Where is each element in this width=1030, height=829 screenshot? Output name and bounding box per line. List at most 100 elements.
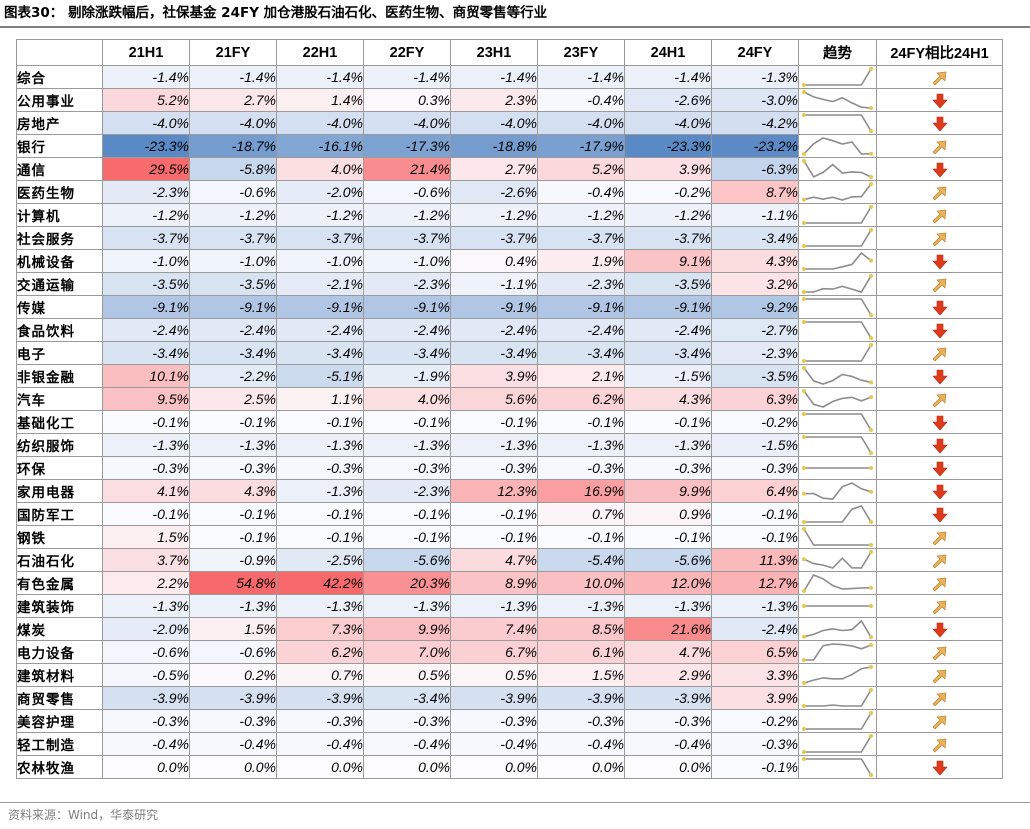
value-cell: -3.5% bbox=[711, 364, 799, 388]
trend-line bbox=[803, 574, 872, 592]
value-cell: -3.9% bbox=[189, 686, 277, 710]
trend-marker bbox=[869, 550, 873, 554]
trend-marker bbox=[869, 228, 873, 232]
value-cell: -5.6% bbox=[624, 548, 712, 572]
value-cell: -0.3% bbox=[189, 456, 277, 480]
trend-sparkline bbox=[798, 111, 877, 135]
trend-marker bbox=[802, 527, 806, 531]
trend-line bbox=[803, 619, 872, 638]
trend-sparkline bbox=[798, 180, 877, 204]
value-cell: -9.1% bbox=[363, 295, 451, 319]
header-period: 23H1 bbox=[450, 39, 538, 66]
trend-sparkline bbox=[798, 456, 877, 480]
value-cell: -4.0% bbox=[450, 111, 538, 135]
value-cell: 8.7% bbox=[711, 180, 799, 204]
value-cell: -0.4% bbox=[363, 732, 451, 756]
value-cell: -3.4% bbox=[537, 341, 625, 365]
table-row: 公用事业 5.2% 2.7% 1.4% 0.3% 2.3% -0.4% -2.6% -3.0% bbox=[16, 88, 1003, 112]
value-cell: -0.3% bbox=[624, 456, 712, 480]
trend-sparkline bbox=[798, 640, 877, 664]
value-cell: -0.6% bbox=[363, 180, 451, 204]
value-cell: 0.9% bbox=[624, 502, 712, 526]
figure-title: 图表30： 剔除涨跌幅后，社保基金 24FY 加仓港股石油石化、医药生物、商贸零… bbox=[4, 5, 548, 21]
arrow-down-icon bbox=[876, 410, 1003, 434]
trend-line bbox=[804, 505, 872, 523]
value-cell: 2.2% bbox=[102, 571, 190, 595]
trend-marker bbox=[802, 113, 806, 117]
value-cell: -0.1% bbox=[102, 410, 190, 434]
value-cell: 0.0% bbox=[363, 755, 451, 779]
value-cell: -17.9% bbox=[537, 134, 625, 158]
arrow-up-icon bbox=[876, 341, 1003, 365]
trend-sparkline bbox=[798, 502, 877, 526]
trend-marker bbox=[869, 182, 873, 186]
trend-line bbox=[804, 689, 872, 707]
industry-label: 家用电器 bbox=[16, 479, 103, 503]
table-row: 非银金融 10.1% -2.2% -5.1% -1.9% 3.9% 2.1% -1.5% -3.… bbox=[16, 364, 1003, 388]
value-cell: 9.9% bbox=[624, 479, 712, 503]
value-cell: -2.0% bbox=[102, 617, 190, 641]
industry-label: 传媒 bbox=[16, 295, 103, 319]
value-cell: -0.9% bbox=[189, 548, 277, 572]
industry-label: 国防军工 bbox=[16, 502, 103, 526]
industry-label: 纺织服饰 bbox=[16, 433, 103, 457]
value-cell: 3.9% bbox=[624, 157, 712, 181]
trend-line bbox=[804, 735, 872, 753]
value-cell: -2.0% bbox=[276, 180, 364, 204]
value-cell: -0.1% bbox=[624, 525, 712, 549]
trend-marker bbox=[869, 466, 873, 470]
value-cell: -0.2% bbox=[624, 180, 712, 204]
trend-marker bbox=[802, 267, 806, 271]
value-cell: 4.3% bbox=[189, 479, 277, 503]
value-cell: 2.7% bbox=[450, 157, 538, 181]
trend-marker bbox=[802, 750, 806, 754]
value-cell: -0.1% bbox=[711, 755, 799, 779]
value-cell: -2.3% bbox=[537, 272, 625, 296]
value-cell: 2.5% bbox=[189, 387, 277, 411]
industry-label: 环保 bbox=[16, 456, 103, 480]
trend-line bbox=[803, 367, 872, 385]
value-cell: -0.1% bbox=[276, 502, 364, 526]
value-cell: -3.9% bbox=[624, 686, 712, 710]
table-row: 通信 29.5% -5.8% 4.0% 21.4% 2.7% 5.2% 3.9% -6.3% bbox=[16, 157, 1003, 181]
trend-line bbox=[803, 183, 872, 201]
value-cell: -2.3% bbox=[102, 180, 190, 204]
value-cell: -1.3% bbox=[102, 594, 190, 618]
value-cell: -0.1% bbox=[711, 502, 799, 526]
arrow-down-icon bbox=[876, 111, 1003, 135]
value-cell: -1.4% bbox=[276, 65, 364, 89]
value-cell: -23.3% bbox=[102, 134, 190, 158]
value-cell: -2.3% bbox=[711, 341, 799, 365]
value-cell: 7.4% bbox=[450, 617, 538, 641]
value-cell: 1.4% bbox=[276, 88, 364, 112]
value-cell: -3.5% bbox=[102, 272, 190, 296]
value-cell: 0.3% bbox=[363, 88, 451, 112]
value-cell: -5.8% bbox=[189, 157, 277, 181]
value-cell: -1.3% bbox=[276, 433, 364, 457]
trend-marker bbox=[869, 604, 873, 608]
value-cell: -0.3% bbox=[537, 709, 625, 733]
value-cell: -3.7% bbox=[363, 226, 451, 250]
table-row: 有色金属 2.2% 54.8% 42.2% 20.3% 8.9% 10.0% 12.0% 12.… bbox=[16, 571, 1003, 595]
trend-marker bbox=[802, 604, 806, 608]
value-cell: -0.4% bbox=[102, 732, 190, 756]
table-row: 机械设备 -1.0% -1.0% -1.0% -1.0% 0.4% 1.9% 9.1% 4.3% bbox=[16, 249, 1003, 273]
value-cell: -0.4% bbox=[537, 180, 625, 204]
table-row: 银行 -23.3% -18.7% -16.1% -17.3% -18.8% -17.9% -2… bbox=[16, 134, 1003, 158]
value-cell: 42.2% bbox=[276, 571, 364, 595]
value-cell: -1.3% bbox=[624, 594, 712, 618]
value-cell: 0.5% bbox=[363, 663, 451, 687]
value-cell: -2.2% bbox=[189, 364, 277, 388]
value-cell: -3.4% bbox=[363, 341, 451, 365]
trend-marker bbox=[869, 451, 873, 455]
value-cell: 8.5% bbox=[537, 617, 625, 641]
value-cell: -1.3% bbox=[450, 594, 538, 618]
header-period: 22FY bbox=[363, 39, 451, 66]
value-cell: 0.0% bbox=[537, 755, 625, 779]
value-cell: -2.4% bbox=[102, 318, 190, 342]
arrow-down-icon bbox=[876, 88, 1003, 112]
value-cell: -0.1% bbox=[450, 410, 538, 434]
trend-marker bbox=[869, 380, 873, 385]
arrow-down-icon bbox=[876, 249, 1003, 273]
arrow-down-icon bbox=[876, 479, 1003, 503]
